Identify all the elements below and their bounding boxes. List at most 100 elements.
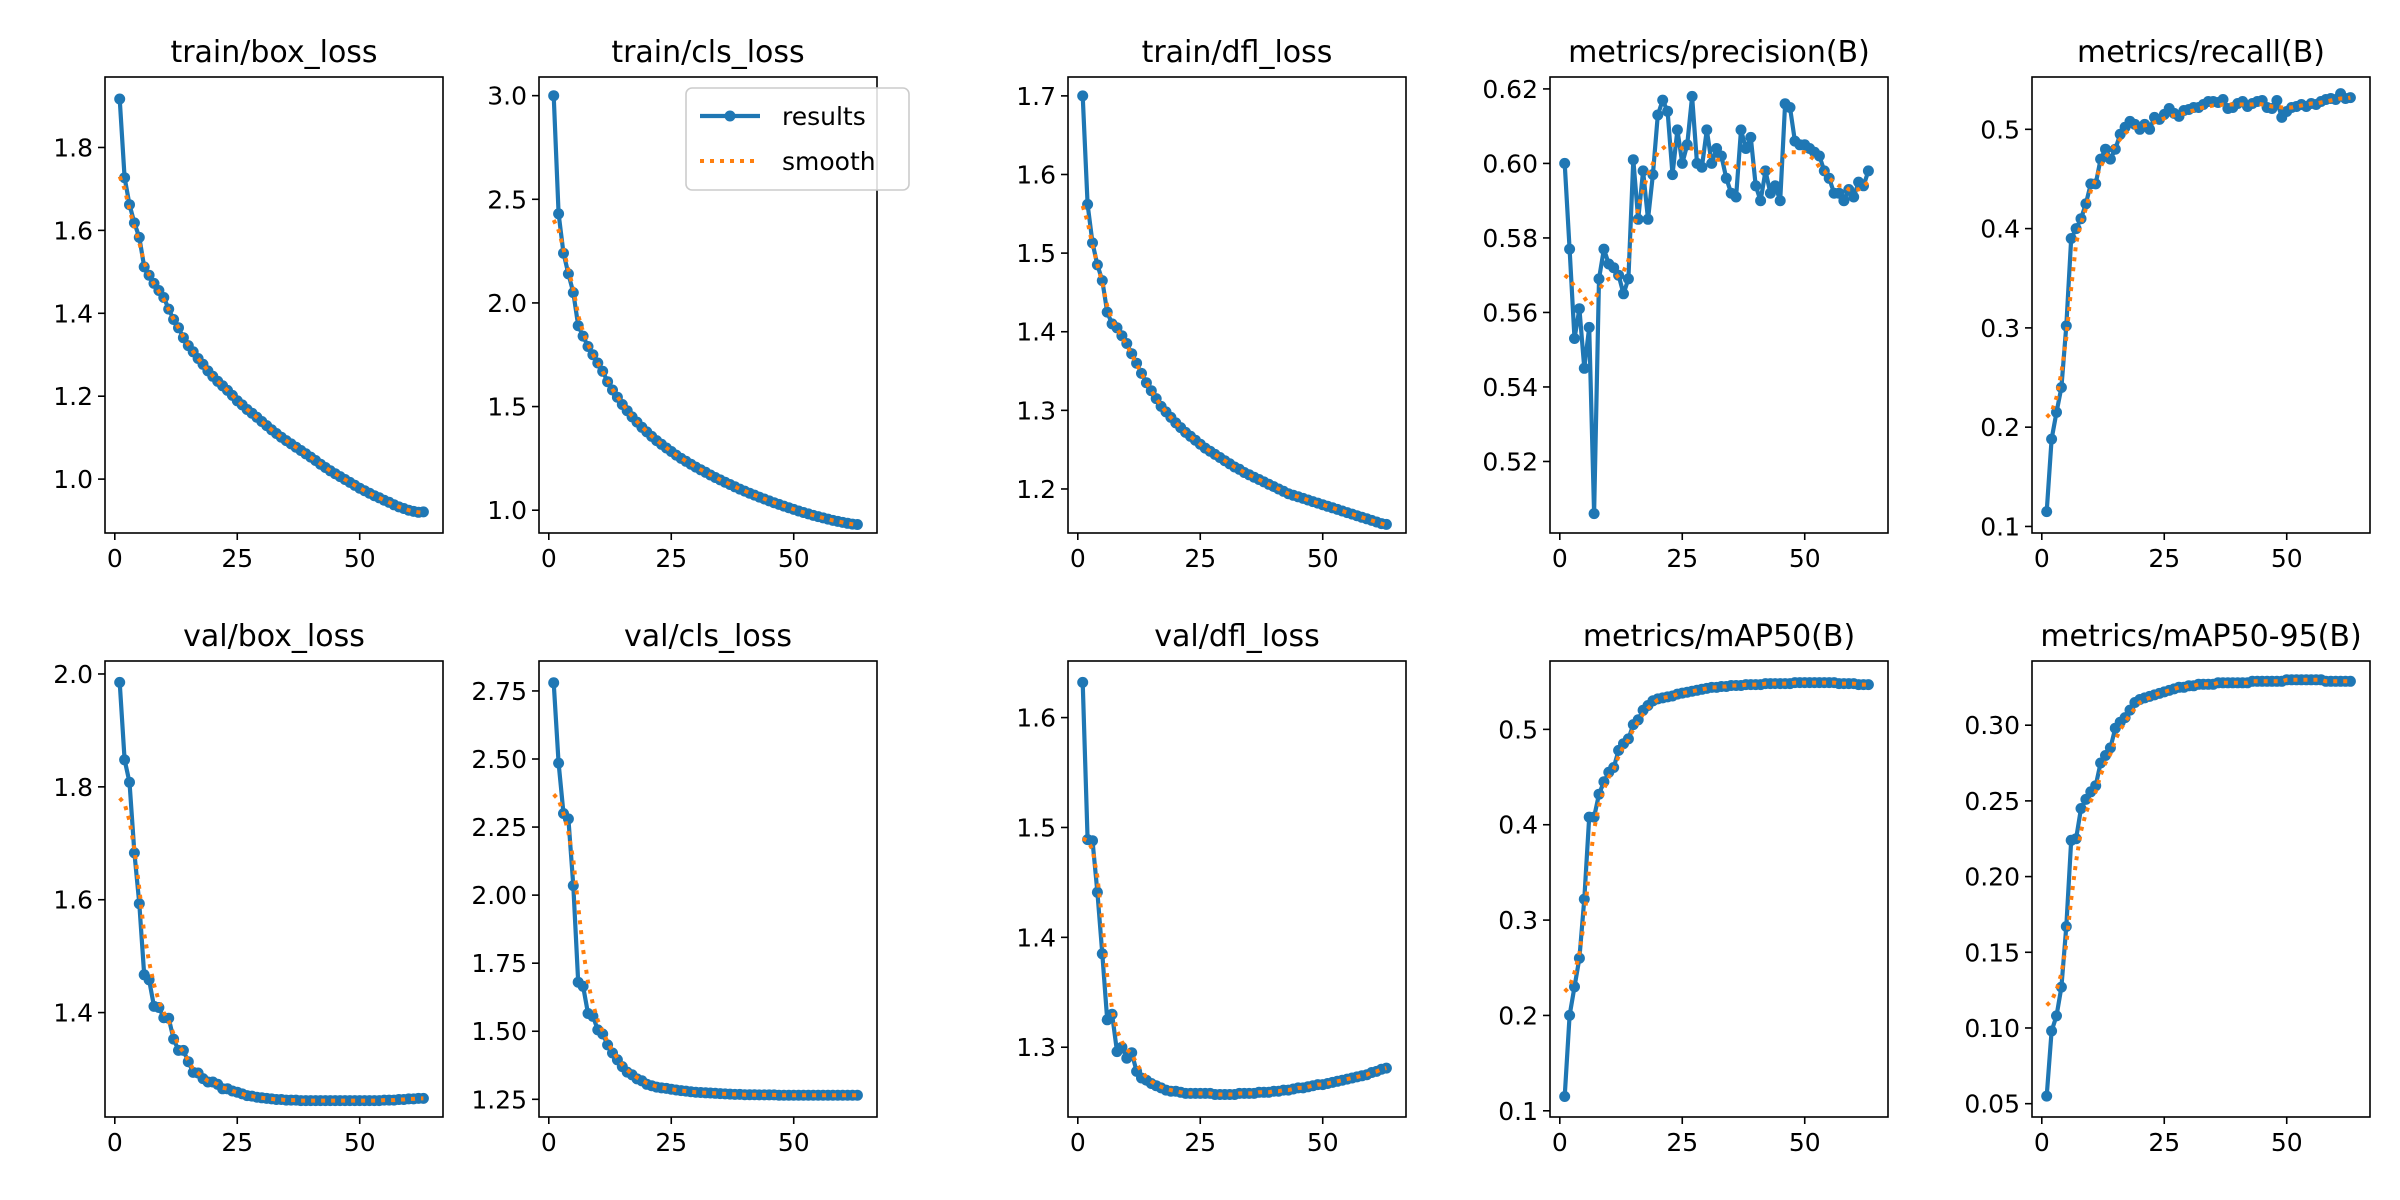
x-tick-label: 25	[1184, 1128, 1216, 1157]
y-tick-label: 0.4	[1498, 811, 1538, 840]
y-tick-label: 0.2	[1498, 1001, 1538, 1030]
results-point	[1637, 165, 1649, 177]
results-point	[1769, 180, 1781, 192]
results-point	[158, 292, 170, 303]
results-point	[417, 506, 429, 518]
x-tick-label: 0	[1070, 544, 1086, 573]
results-point	[2065, 233, 2077, 244]
y-tick-label: 2.50	[471, 745, 527, 774]
subplot-val-cls-loss: val/cls_loss 0 25 50 1.25 1.50 1.75 2.00 2.25 2.5…	[471, 619, 878, 1157]
results-point	[2041, 1090, 2053, 1102]
legend-label-smooth: smooth	[782, 147, 876, 176]
results-point	[1657, 94, 1669, 106]
results-point	[1784, 102, 1796, 113]
results-point	[1593, 788, 1605, 800]
x-tick-label: 25	[221, 544, 253, 573]
results-point	[1848, 191, 1860, 203]
results-point	[119, 172, 131, 184]
y-tick-label: 1.8	[53, 773, 93, 802]
x-tick-label: 50	[1307, 544, 1339, 573]
results-point	[124, 776, 135, 788]
x-tick-label: 0	[2034, 1128, 2050, 1157]
y-tick-label: 0.60	[1482, 149, 1538, 178]
subplot-title: train/box_loss	[170, 35, 377, 70]
results-point	[577, 980, 589, 992]
results-point	[1622, 273, 1634, 285]
smooth-line	[2045, 95, 2351, 419]
subplot-title: val/box_loss	[183, 619, 365, 654]
subplot-title: metrics/mAP50-95(B)	[2040, 619, 2361, 654]
y-tick-label: 1.6	[53, 216, 93, 245]
axes-frame	[1067, 660, 1407, 1118]
results-point	[2041, 506, 2053, 518]
axes-frame	[538, 76, 878, 534]
y-tick-label: 0.3	[1498, 906, 1538, 935]
results-point	[1380, 518, 1392, 530]
y-tick-label: 1.6	[1016, 704, 1056, 733]
y-tick-label: 1.75	[471, 949, 527, 978]
y-tick-label: 0.30	[1964, 711, 2020, 740]
y-tick-label: 0.56	[1482, 298, 1538, 327]
y-tick-label: 0.62	[1482, 75, 1538, 104]
results-point	[2344, 675, 2356, 687]
results-point	[1583, 321, 1595, 333]
results-point	[1588, 508, 1600, 520]
results-point	[1755, 195, 1767, 207]
subplot-metrics-map50-b: metrics/mAP50(B) 0 25 50 0.1 0.2 0.3 0.4 0.5	[1498, 619, 1889, 1157]
results-point	[1087, 237, 1098, 249]
results-point	[553, 757, 565, 769]
subplot-title: metrics/precision(B)	[1568, 35, 1870, 70]
y-tick-label: 1.6	[53, 886, 93, 915]
smooth-line	[2045, 677, 2351, 1007]
results-line	[1562, 680, 1869, 1097]
x-tick-label: 25	[655, 1128, 687, 1157]
smooth-line	[117, 175, 424, 515]
y-tick-label: 1.5	[1016, 239, 1056, 268]
results-line	[2044, 677, 2351, 1097]
legend-label-results: results	[782, 102, 866, 131]
y-tick-label: 1.8	[53, 133, 93, 162]
y-tick-label: 2.0	[487, 289, 527, 318]
y-tick-label: 1.3	[1016, 396, 1056, 425]
results-point	[2046, 433, 2058, 445]
results-line	[1080, 95, 1387, 527]
x-tick-label: 25	[655, 544, 687, 573]
y-tick-label: 1.4	[1016, 318, 1056, 347]
results-point	[133, 231, 145, 243]
smooth-line	[118, 796, 424, 1103]
y-tick-label: 0.1	[1498, 1097, 1538, 1126]
y-tick-label: 3.0	[487, 82, 527, 111]
x-tick-label: 50	[2271, 544, 2303, 573]
y-tick-label: 0.4	[1980, 215, 2020, 244]
legend: results smooth	[685, 87, 910, 191]
axes-frame	[2031, 76, 2371, 534]
y-tick-label: 1.5	[487, 393, 527, 422]
results-point	[1627, 154, 1639, 166]
y-tick-label: 0.1	[1980, 512, 2020, 541]
axes-frame	[538, 660, 878, 1118]
x-tick-label: 25	[221, 1128, 253, 1157]
subplot-train-dfl-loss: train/dfl_loss 0 25 50 1.2 1.3 1.4 1.5 1.6 1.7	[1016, 35, 1407, 573]
results-point	[1750, 180, 1762, 192]
subplot-metrics-precision-b: metrics/precision(B) 0 25 50 0.52 0.54 0.56 0.5…	[1482, 35, 1889, 573]
subplot-title: val/cls_loss	[624, 619, 792, 654]
subplot-train-cls-loss: train/cls_loss 0 25 50 1.0 1.5 2.0 2.5 3.0 result…	[487, 35, 910, 573]
y-tick-label: 1.2	[1016, 475, 1056, 504]
results-point	[851, 519, 863, 530]
results-point	[1569, 333, 1580, 344]
results-point	[1559, 1091, 1571, 1102]
legend-box	[685, 87, 910, 191]
results-point	[1559, 157, 1571, 169]
y-tick-label: 0.54	[1482, 373, 1538, 402]
results-point	[562, 268, 574, 280]
y-tick-label: 1.0	[53, 465, 93, 494]
y-tick-label: 0.20	[1964, 863, 2020, 892]
y-tick-label: 0.5	[1498, 715, 1538, 744]
y-tick-label: 1.4	[1016, 923, 1056, 952]
x-tick-label: 25	[1666, 544, 1698, 573]
results-point	[114, 93, 126, 105]
x-tick-label: 25	[2148, 1128, 2180, 1157]
results-line	[117, 682, 424, 1103]
results-point	[553, 208, 565, 220]
results-point	[1671, 124, 1683, 136]
